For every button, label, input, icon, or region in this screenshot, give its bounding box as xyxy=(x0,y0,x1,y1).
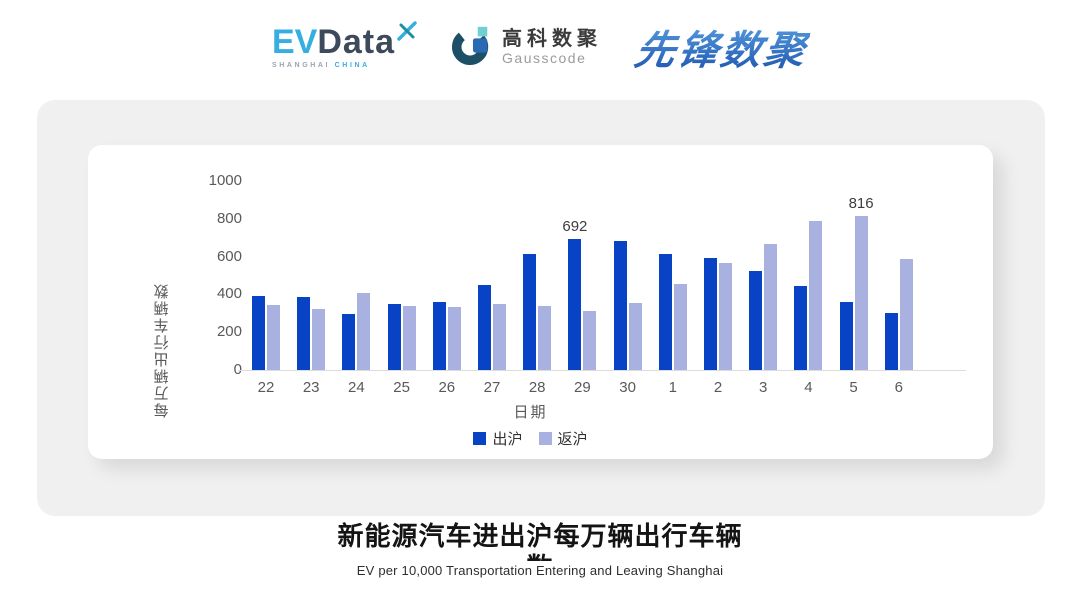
bar-出沪-28 xyxy=(523,254,537,370)
bar-返沪-24 xyxy=(357,293,371,370)
evdata-sub-shanghai: SHANGHAI xyxy=(271,62,331,69)
bar-出沪-27 xyxy=(478,284,491,370)
legend: 出沪 返沪 xyxy=(88,428,973,449)
brand-header: EV Data SHANGHAI CHINA xyxy=(0,16,1080,78)
x-tick-label: 26 xyxy=(438,379,456,396)
evdata-logo: EV Data SHANGHAI CHINA xyxy=(271,21,417,69)
bar-出沪-5 xyxy=(839,301,853,370)
bar-返沪-28 xyxy=(538,306,552,370)
legend-label: 返沪 xyxy=(557,431,588,448)
x-tick-label: 5 xyxy=(849,379,858,396)
evdata-subtitle: SHANGHAI CHINA xyxy=(272,62,370,69)
legend-swatch-icon xyxy=(538,432,552,445)
bar-出沪-23 xyxy=(297,297,311,370)
x-tick-label: 27 xyxy=(483,379,501,396)
x-tick-label: 30 xyxy=(619,379,636,396)
bar-出沪-3 xyxy=(749,271,763,370)
y-tick-label: 400 xyxy=(216,285,242,303)
x-tick-label: 22 xyxy=(257,379,275,396)
pinwheel-icon xyxy=(397,21,417,45)
xianfeng-logo: 先锋数聚 xyxy=(631,18,813,76)
bar-返沪-3 xyxy=(764,243,778,370)
bar-出沪-1 xyxy=(658,254,672,370)
bar-返沪-27 xyxy=(493,304,506,370)
x-tick-label: 3 xyxy=(759,379,768,396)
legend-item-出沪: 出沪 xyxy=(473,428,523,449)
x-tick-label: 24 xyxy=(348,379,365,396)
x-tick-label: 6 xyxy=(894,379,903,396)
x-tick-label: 2 xyxy=(713,379,723,396)
bar-返沪-23 xyxy=(312,308,326,370)
x-tick-label: 4 xyxy=(804,379,813,396)
x-tick-label: 28 xyxy=(528,379,546,396)
gausscode-en: Gausscode xyxy=(502,49,587,66)
bar-返沪-4 xyxy=(809,220,823,370)
x-axis-line xyxy=(238,370,966,371)
bar-出沪-24 xyxy=(342,313,356,370)
bar-返沪-22 xyxy=(267,304,280,370)
y-tick-label: 1000 xyxy=(208,172,242,189)
bar-出沪-6 xyxy=(884,313,898,370)
evdata-ev-text: EV xyxy=(271,23,318,61)
chart-title: 新能源汽车进出沪每万辆出行车辆数 xyxy=(337,521,743,561)
bar-出沪-26 xyxy=(432,301,446,370)
bar-返沪-29 xyxy=(583,311,597,370)
x-tick-label: 1 xyxy=(668,379,677,396)
evdata-sub-china: CHINA xyxy=(334,62,370,69)
bar-返沪-1 xyxy=(673,284,687,370)
bar-返沪-6 xyxy=(899,259,913,370)
x-tick-label: 29 xyxy=(574,379,591,396)
chart-card: 每万辆出行车辆数 0200400600800100022232425262728… xyxy=(88,145,993,459)
legend-swatch-icon xyxy=(473,432,487,445)
bar-出沪-30 xyxy=(613,240,627,370)
bar-出沪-29 xyxy=(568,239,582,370)
chart-subtitle: EV per 10,000 Transportation Entering an… xyxy=(356,563,724,578)
bar-返沪-30 xyxy=(628,302,642,370)
x-tick-label: 25 xyxy=(393,379,410,396)
y-tick-label: 0 xyxy=(192,362,242,378)
bar-出沪-4 xyxy=(794,286,808,370)
bar-value-label: 692 xyxy=(562,218,588,236)
bar-返沪-2 xyxy=(719,262,732,370)
evdata-wordmark: EV Data xyxy=(271,21,417,61)
bar-出沪-22 xyxy=(252,296,265,370)
x-axis-title: 日期 xyxy=(513,404,548,421)
chart-panel: 每万辆出行车辆数 0200400600800100022232425262728… xyxy=(37,100,1045,516)
bar-返沪-25 xyxy=(402,305,416,370)
bar-出沪-2 xyxy=(704,258,717,370)
bar-出沪-25 xyxy=(387,304,401,370)
legend-label: 出沪 xyxy=(492,431,523,448)
evdata-data-text: Data xyxy=(317,23,396,61)
legend-item-返沪: 返沪 xyxy=(538,428,588,449)
gausscode-cn: 高科数聚 xyxy=(502,27,603,50)
footer: 新能源汽车进出沪每万辆出行车辆数 EV per 10,000 Transport… xyxy=(0,521,1080,578)
y-tick-label: 800 xyxy=(216,209,242,227)
bar-value-label: 816 xyxy=(848,194,874,212)
y-tick-label: 200 xyxy=(216,323,242,341)
bar-返沪-26 xyxy=(447,306,461,370)
gausscode-g-icon xyxy=(451,24,493,71)
y-tick-label: 600 xyxy=(216,247,242,265)
gausscode-text: 高科数聚 Gausscode xyxy=(502,28,602,66)
x-tick-label: 23 xyxy=(302,379,320,396)
bar-返沪-5 xyxy=(854,215,868,370)
gausscode-logo: 高科数聚 Gausscode xyxy=(451,24,602,71)
